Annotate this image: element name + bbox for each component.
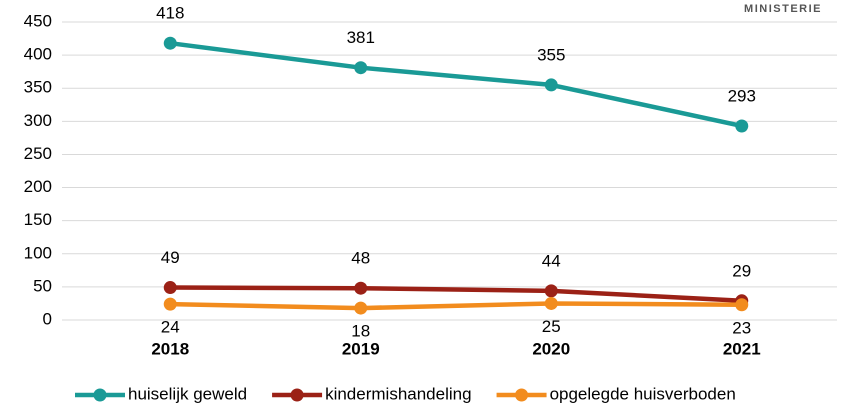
point xyxy=(544,296,558,310)
point xyxy=(354,281,368,295)
data-label: 49 xyxy=(161,248,180,267)
data-label: 18 xyxy=(351,322,370,341)
legend-marker xyxy=(290,388,304,402)
annotation: MINISTERIE xyxy=(744,3,822,15)
series-line xyxy=(170,301,742,311)
data-label: 29 xyxy=(732,261,751,280)
data-label: 355 xyxy=(537,45,565,64)
data-label: 48 xyxy=(351,249,370,268)
legend-label: huiselijk geweld xyxy=(128,384,247,403)
legend-marker xyxy=(93,388,107,402)
y-tick-label: 0 xyxy=(43,309,52,328)
x-tick-label: 2020 xyxy=(532,339,570,358)
point xyxy=(735,298,749,312)
point xyxy=(163,36,177,50)
y-tick-label: 250 xyxy=(24,144,52,163)
data-label: 24 xyxy=(161,318,180,337)
x-tick-label: 2021 xyxy=(723,339,761,358)
data-label: 381 xyxy=(347,28,375,47)
legend-marker xyxy=(515,388,529,402)
data-label: 25 xyxy=(542,317,561,336)
point xyxy=(735,119,749,133)
x-tick-label: 2018 xyxy=(151,339,189,358)
y-tick-label: 50 xyxy=(33,276,52,295)
point xyxy=(354,301,368,315)
y-tick-label: 100 xyxy=(24,243,52,262)
legend-label: kindermishandeling xyxy=(325,384,471,403)
point xyxy=(354,61,368,75)
x-tick-label: 2019 xyxy=(342,339,380,358)
data-label: 44 xyxy=(542,251,561,270)
data-label: 23 xyxy=(732,318,751,337)
point xyxy=(163,297,177,311)
point xyxy=(163,281,177,295)
data-label: 293 xyxy=(728,86,756,105)
point xyxy=(544,284,558,298)
legend-label: opgelegde huisverboden xyxy=(550,384,736,403)
data-label: 418 xyxy=(156,4,184,23)
y-tick-label: 150 xyxy=(24,210,52,229)
y-tick-label: 400 xyxy=(24,45,52,64)
y-tick-label: 450 xyxy=(24,11,52,30)
y-tick-label: 200 xyxy=(24,177,52,196)
series-line xyxy=(169,40,743,129)
y-tick-label: 300 xyxy=(24,111,52,130)
y-tick-label: 350 xyxy=(24,78,52,97)
series-line xyxy=(170,285,742,304)
point xyxy=(544,78,558,92)
